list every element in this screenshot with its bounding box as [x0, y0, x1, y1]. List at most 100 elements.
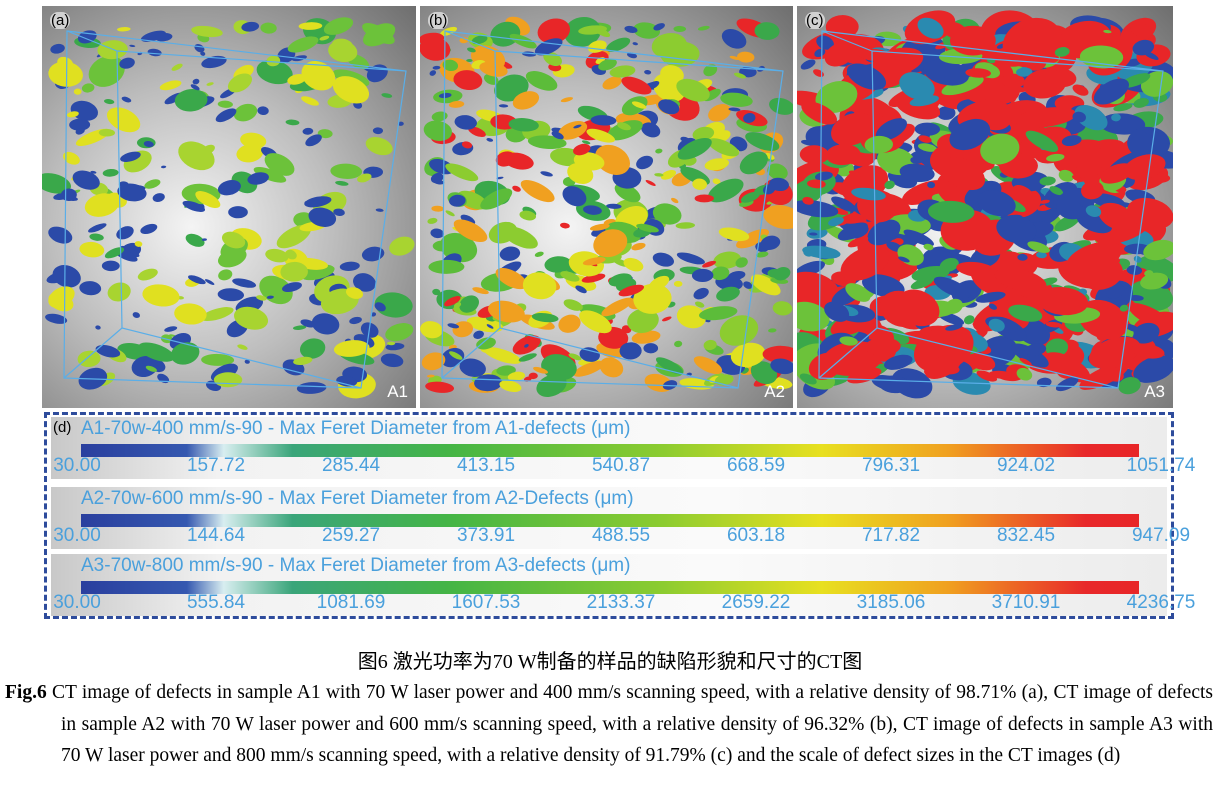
- defect-blob: [614, 183, 641, 203]
- defect-blob: [884, 180, 895, 190]
- defect-blob: [444, 296, 461, 307]
- defect-blob: [1036, 251, 1047, 259]
- defect-blob: [884, 354, 913, 370]
- defect-blob: [1008, 304, 1043, 322]
- defect-blob: [426, 374, 435, 378]
- defect-blob: [119, 57, 135, 69]
- defect-blob: [1123, 154, 1166, 180]
- defect-blob: [831, 196, 857, 212]
- defect-blob: [941, 76, 984, 96]
- defect-blob: [447, 323, 460, 329]
- defect-blob: [809, 232, 818, 236]
- defect-blob: [72, 170, 100, 190]
- defect-blob: [1011, 343, 1049, 368]
- defect-blob: [594, 144, 631, 175]
- defect-blob: [144, 179, 161, 189]
- defect-blob: [101, 260, 120, 272]
- defect-blob: [457, 190, 488, 210]
- defect-blob: [461, 141, 473, 149]
- defect-blob: [641, 122, 661, 138]
- defect-blob: [217, 100, 233, 108]
- defect-blob: [363, 23, 396, 47]
- defect-blob: [734, 72, 747, 79]
- defect-blob: [304, 196, 332, 208]
- defect-blob: [728, 270, 746, 280]
- caption-text: CT image of defects in sample A1 with 70…: [52, 682, 1213, 766]
- defect-blob: [645, 179, 656, 186]
- caption-label: Fig.6: [5, 682, 47, 703]
- defect-blob: [160, 165, 167, 169]
- defect-blob: [824, 301, 850, 322]
- defect-blob: [579, 347, 600, 362]
- defect-blob: [333, 340, 370, 357]
- defect-blob: [129, 44, 136, 48]
- defect-blob: [103, 99, 115, 105]
- defect-blob: [560, 222, 570, 229]
- defect-blob: [677, 137, 712, 160]
- tick-label: 947.09: [1131, 525, 1191, 546]
- panel-label: (c): [805, 12, 825, 29]
- defect-blob: [692, 126, 715, 141]
- defect-blob: [1049, 186, 1064, 196]
- defect-blob: [1099, 113, 1146, 135]
- defect-blob: [927, 200, 975, 223]
- defect-blob: [1045, 338, 1069, 357]
- defect-blob: [675, 222, 696, 229]
- defect-blob: [1012, 185, 1033, 200]
- defect-blob: [707, 138, 740, 157]
- defect-blob: [170, 342, 200, 365]
- defect-blob: [1036, 377, 1052, 388]
- defect-blob: [454, 115, 477, 130]
- defect-blob: [116, 226, 134, 240]
- defect-blob: [750, 361, 778, 385]
- defect-blob: [317, 129, 333, 139]
- defect-blob: [134, 241, 143, 247]
- defect-blob: [750, 274, 781, 296]
- defect-blob: [899, 163, 935, 183]
- defect-blob: [178, 141, 215, 171]
- defect-blob: [69, 118, 91, 131]
- panel-label: (a): [50, 12, 71, 29]
- defect-blob: [142, 284, 180, 307]
- defect-blob: [1113, 103, 1133, 112]
- colorbar-row-a3: A3-70w-800 mm/s-90 - Max Feret Diameter …: [51, 554, 1195, 616]
- defect-blob: [228, 206, 248, 219]
- defect-blob: [287, 73, 307, 85]
- defect-blob: [79, 241, 105, 258]
- defect-blob: [519, 210, 537, 221]
- defect-blob: [743, 281, 753, 289]
- defect-blob: [308, 207, 337, 227]
- defect-blob: [651, 32, 688, 59]
- defect-blob: [760, 235, 781, 250]
- defect-blob: [1131, 343, 1165, 359]
- tick-label: 2133.37: [586, 592, 656, 613]
- defect-blob: [593, 229, 628, 258]
- defect-blob: [375, 208, 384, 212]
- defect-blob: [899, 72, 935, 100]
- defect-blob: [1066, 145, 1110, 170]
- defect-blob: [808, 352, 843, 380]
- defect-blob: [694, 301, 705, 308]
- defect-blob: [84, 193, 120, 217]
- defect-blob: [509, 33, 537, 49]
- defect-blob: [537, 18, 571, 44]
- defect-blob: [949, 118, 991, 151]
- defect-blob: [389, 236, 415, 256]
- defect-blob: [473, 330, 484, 339]
- defect-blob: [627, 308, 659, 334]
- defect-blob: [1133, 355, 1173, 383]
- defect-blob: [534, 38, 563, 56]
- defect-blob: [800, 59, 816, 70]
- defect-blob: [658, 99, 680, 115]
- defect-blob: [333, 208, 345, 216]
- defect-blob: [606, 37, 631, 52]
- defect-blob: [282, 282, 302, 292]
- defect-blob: [63, 151, 80, 165]
- defect-blob: [174, 303, 207, 325]
- defect-blob: [655, 357, 684, 375]
- defect-blob: [1027, 241, 1050, 253]
- defect-blob: [652, 203, 682, 225]
- defect-blob: [432, 288, 441, 296]
- defect-blob: [227, 73, 253, 93]
- defect-blob: [420, 321, 443, 339]
